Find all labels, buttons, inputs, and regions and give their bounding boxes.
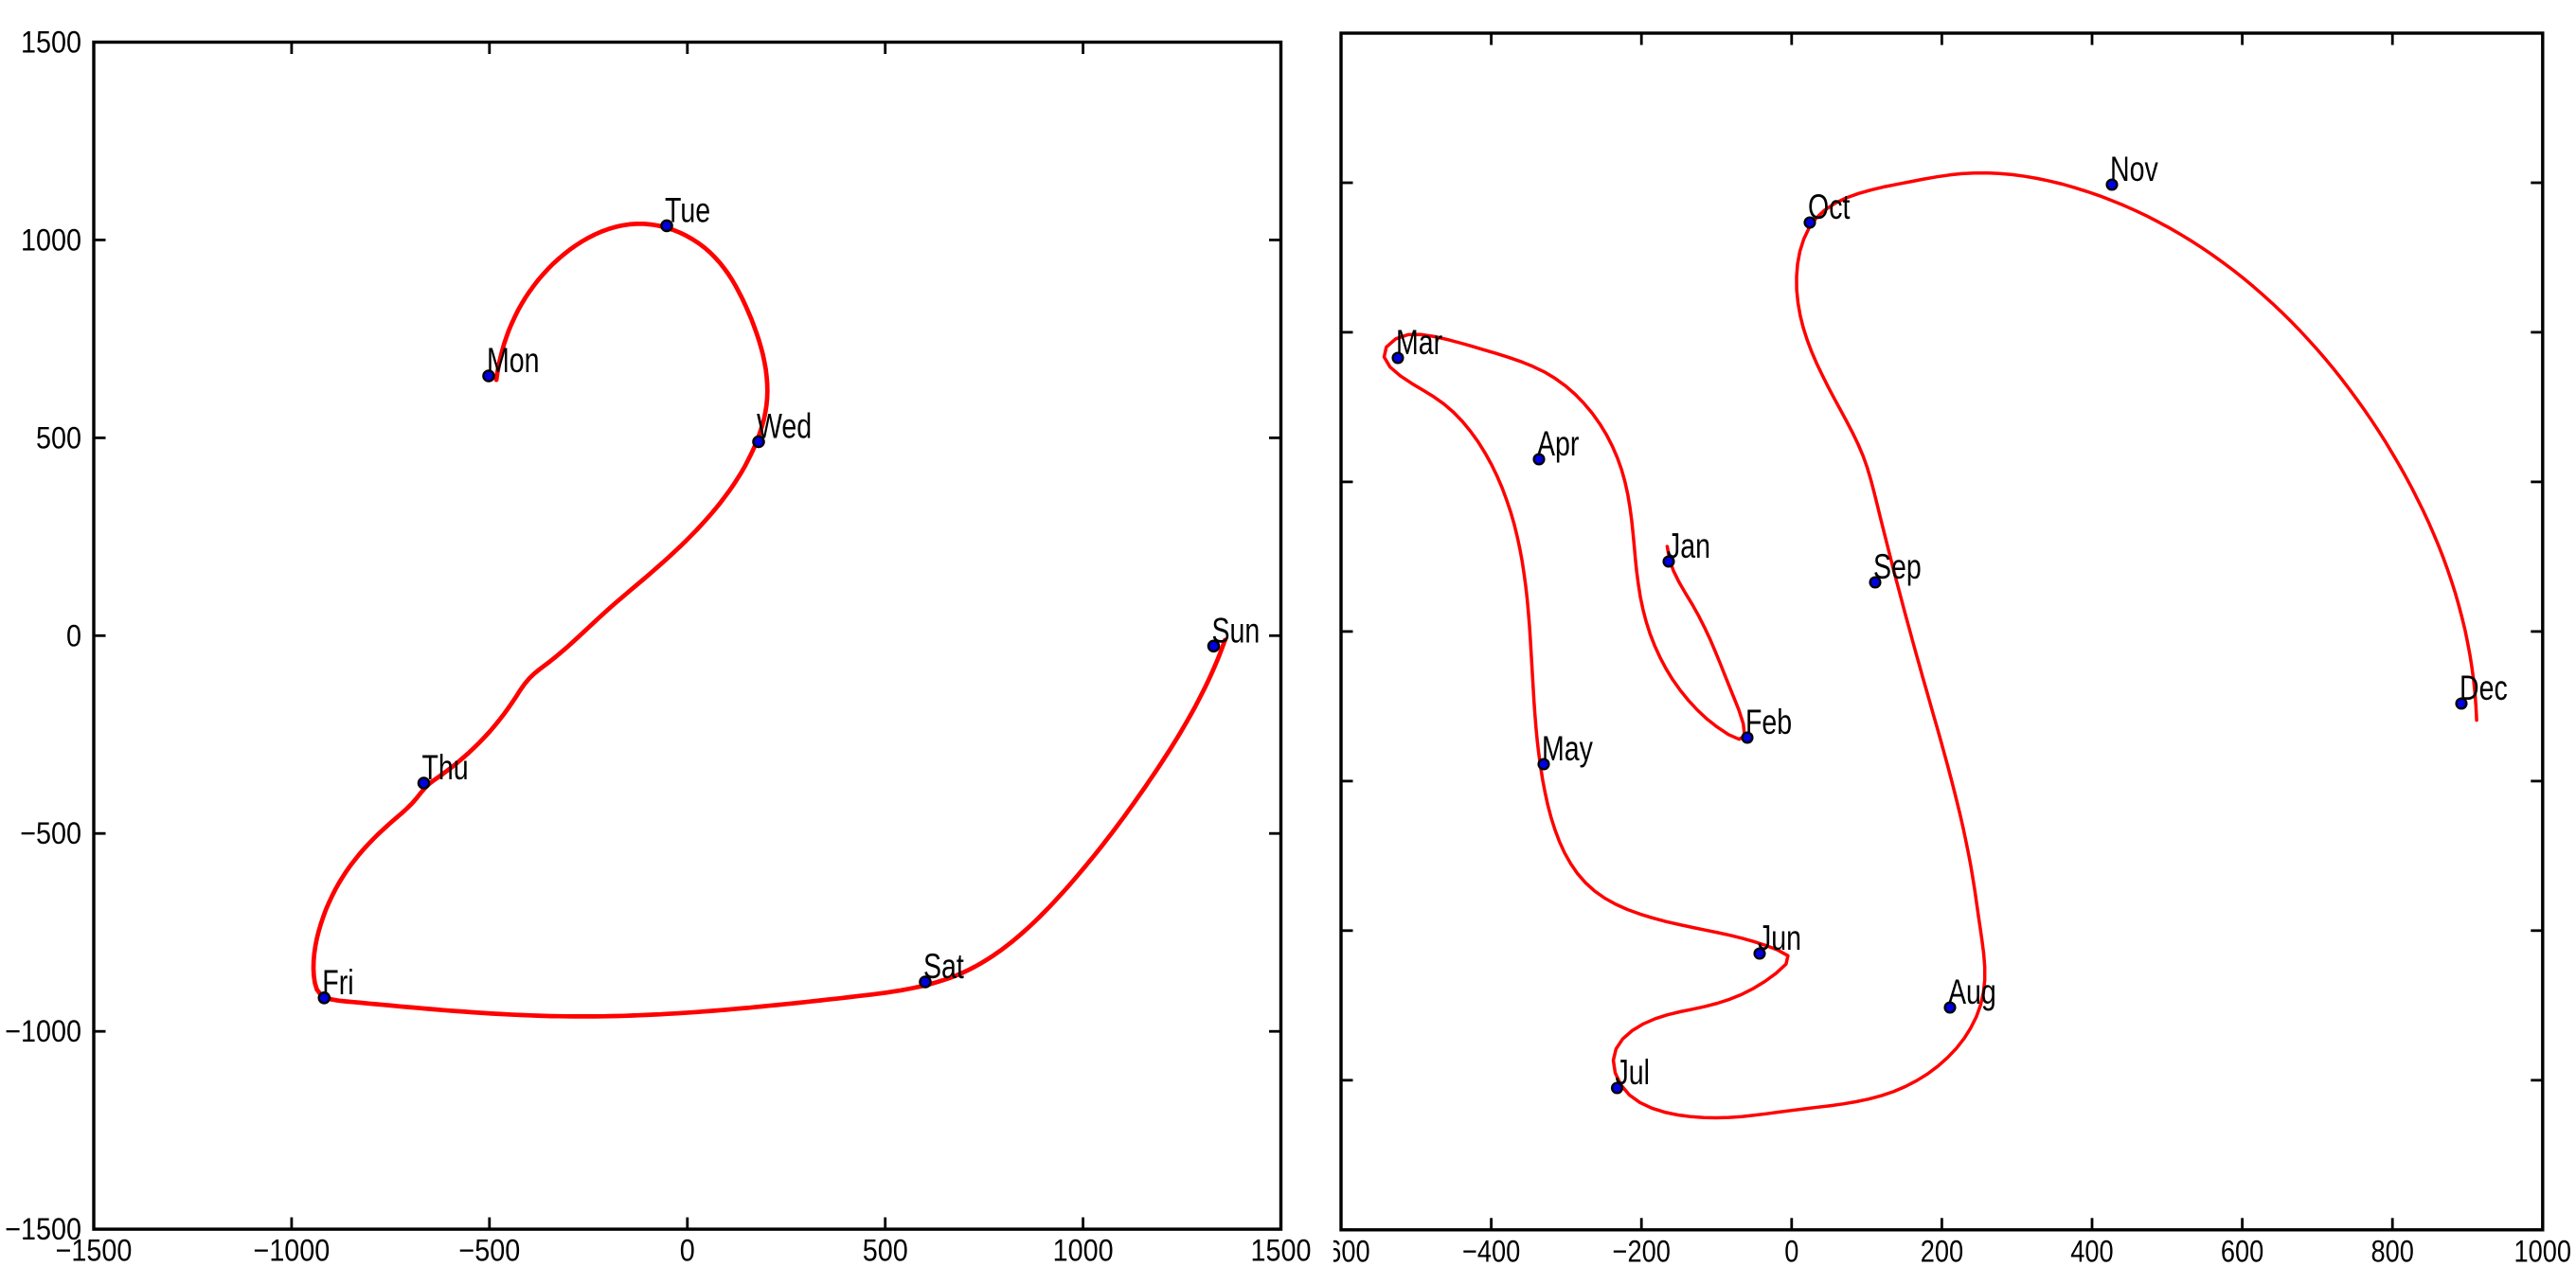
svg-text:800: 800: [2371, 1235, 2414, 1269]
svg-text:500: 500: [863, 1234, 908, 1268]
svg-text:Thu: Thu: [422, 748, 469, 787]
svg-text:Sun: Sun: [1212, 611, 1261, 650]
svg-text:200: 200: [1921, 1235, 1963, 1269]
svg-text:0: 0: [1784, 1235, 1798, 1269]
svg-text:Nov: Nov: [2110, 150, 2158, 188]
svg-text:Jan: Jan: [1667, 526, 1710, 565]
svg-text:0: 0: [680, 1234, 695, 1268]
svg-text:−500: −500: [20, 817, 81, 851]
svg-text:1000: 1000: [21, 223, 81, 258]
svg-text:400: 400: [2070, 1235, 2113, 1269]
svg-text:−1500: −1500: [56, 1234, 133, 1268]
svg-text:Sep: Sep: [1873, 547, 1922, 586]
svg-text:Feb: Feb: [1745, 703, 1792, 741]
svg-text:Apr: Apr: [1537, 424, 1579, 463]
svg-text:Jun: Jun: [1758, 918, 1801, 957]
svg-text:Jul: Jul: [1616, 1053, 1650, 1092]
svg-text:−600: −600: [1312, 1235, 1369, 1269]
svg-text:600: 600: [2221, 1235, 2263, 1269]
svg-text:−1000: −1000: [5, 1015, 81, 1049]
svg-text:500: 500: [36, 421, 81, 455]
svg-text:Mon: Mon: [487, 341, 540, 380]
svg-text:−200: −200: [1613, 1235, 1671, 1269]
svg-text:−1000: −1000: [254, 1234, 331, 1268]
svg-text:1000: 1000: [1053, 1234, 1114, 1268]
svg-text:Tue: Tue: [665, 190, 710, 229]
svg-text:Fri: Fri: [322, 962, 353, 1001]
svg-text:Oct: Oct: [1808, 187, 1850, 226]
svg-text:1000: 1000: [2514, 1235, 2572, 1269]
svg-text:−500: −500: [458, 1234, 520, 1268]
svg-text:Mar: Mar: [1396, 323, 1442, 362]
svg-text:Dec: Dec: [2460, 669, 2508, 707]
svg-text:Sat: Sat: [923, 947, 964, 986]
svg-text:−400: −400: [1462, 1235, 1520, 1269]
svg-text:1500: 1500: [21, 26, 81, 60]
svg-text:Wed: Wed: [757, 406, 812, 445]
svg-text:May: May: [1542, 729, 1593, 768]
svg-text:1500: 1500: [1251, 1234, 1312, 1268]
svg-text:0: 0: [66, 619, 81, 653]
svg-text:Aug: Aug: [1948, 972, 1996, 1011]
svg-text:−1500: −1500: [5, 1213, 81, 1247]
